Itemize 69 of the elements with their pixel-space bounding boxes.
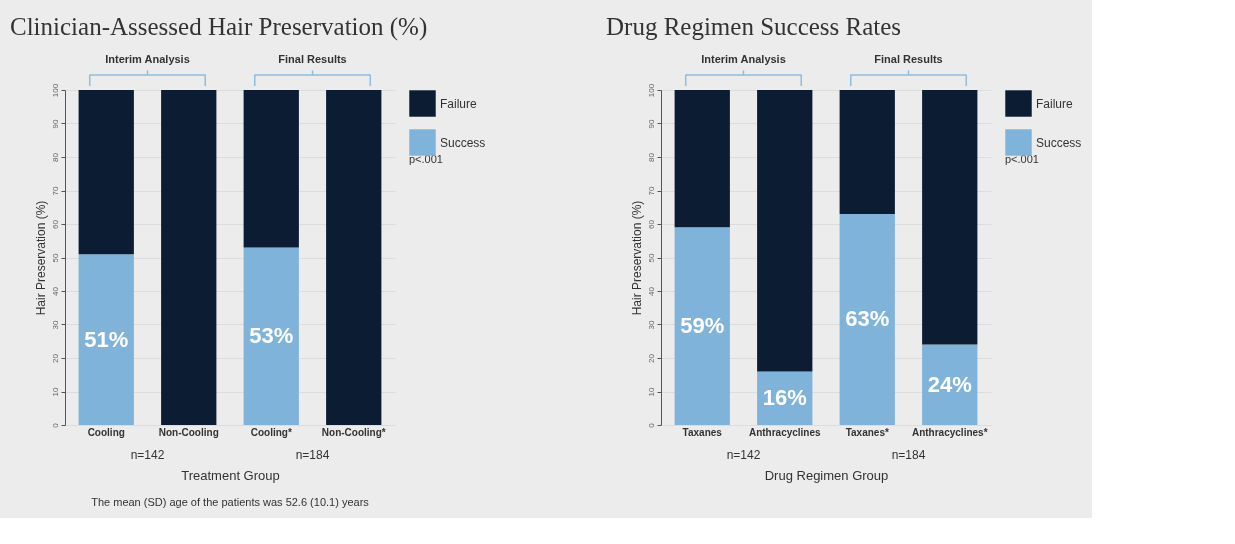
y-tick-label: 90 [646, 119, 656, 129]
text: n=142 [130, 448, 165, 462]
data-label: 16% [762, 385, 807, 411]
y-tick-label: 20 [50, 353, 60, 363]
data-label: 51% [84, 326, 129, 352]
text: Interim Analysis [105, 53, 190, 65]
legend-label: Failure [1036, 96, 1074, 111]
legend-label: Success [1036, 135, 1082, 150]
data-label: 63% [845, 306, 890, 332]
y-tick-label: 90 [50, 119, 60, 129]
bar [674, 227, 730, 425]
text: Interim Analysis [701, 53, 786, 65]
bar [78, 90, 134, 255]
bar [326, 90, 382, 425]
text: n=184 [295, 448, 330, 462]
y-tick-label: 60 [646, 219, 656, 229]
text: p<.001 [1005, 153, 1039, 165]
chart-title: Clinician-Assessed Hair Preservation (%) [10, 13, 428, 41]
data-label: 53% [249, 323, 294, 349]
x-tick-label: Cooling* [250, 426, 292, 438]
y-tick-label: 40 [50, 286, 60, 296]
y-tick-label: 30 [50, 320, 60, 330]
y-tick-label: 100 [646, 83, 656, 98]
text: p<.001 [409, 153, 443, 165]
text: Final Results [278, 53, 347, 65]
y-axis-title: Hair Preservation (%) [33, 200, 48, 316]
legend-label: Failure [440, 96, 478, 111]
data-label: 24% [927, 371, 972, 397]
data-label: 59% [680, 313, 725, 339]
y-tick-label: 10 [646, 387, 656, 397]
bar [243, 90, 299, 248]
x-tick-label: Anthracyclines* [911, 426, 988, 438]
y-tick-label: 80 [646, 152, 656, 162]
bar [78, 254, 134, 425]
text: The mean (SD) age of the patients was 52.6 (10.1) years [91, 496, 370, 508]
y-tick-label: 60 [50, 219, 60, 229]
y-tick-label: 50 [646, 253, 656, 263]
text: n=142 [726, 448, 761, 462]
x-tick-label: Cooling [87, 426, 125, 438]
bar [922, 90, 978, 345]
y-tick-label: 0 [646, 422, 656, 428]
x-tick-label: Taxanes* [845, 426, 889, 438]
bar [839, 90, 895, 214]
y-tick-label: 50 [50, 253, 60, 263]
text: Final Results [874, 53, 943, 65]
y-tick-label: 70 [50, 186, 60, 196]
bar [839, 213, 895, 425]
y-axis-title: Hair Preservation (%) [629, 200, 644, 316]
y-tick-label: 10 [50, 387, 60, 397]
legend-label: Success [440, 135, 486, 150]
y-tick-label: 0 [50, 422, 60, 428]
y-tick-label: 80 [50, 152, 60, 162]
x-tick-label: Anthracyclines [748, 426, 822, 438]
x-tick-label: Taxanes [682, 426, 723, 438]
x-axis-title: Treatment Group [181, 467, 280, 483]
text: n=184 [891, 448, 926, 462]
y-tick-label: 70 [646, 186, 656, 196]
y-tick-label: 30 [646, 320, 656, 330]
y-tick-label: 20 [646, 353, 656, 363]
x-tick-label: Non-Cooling [158, 426, 219, 438]
y-tick-label: 40 [646, 286, 656, 296]
x-tick-label: Non-Cooling* [321, 426, 386, 438]
bar [161, 90, 217, 425]
bar [674, 90, 730, 228]
x-axis-title: Drug Regimen Group [764, 467, 889, 483]
bar [243, 247, 299, 425]
bar [757, 90, 813, 372]
y-tick-label: 100 [50, 83, 60, 98]
chart-title: Drug Regimen Success Rates [606, 13, 902, 40]
